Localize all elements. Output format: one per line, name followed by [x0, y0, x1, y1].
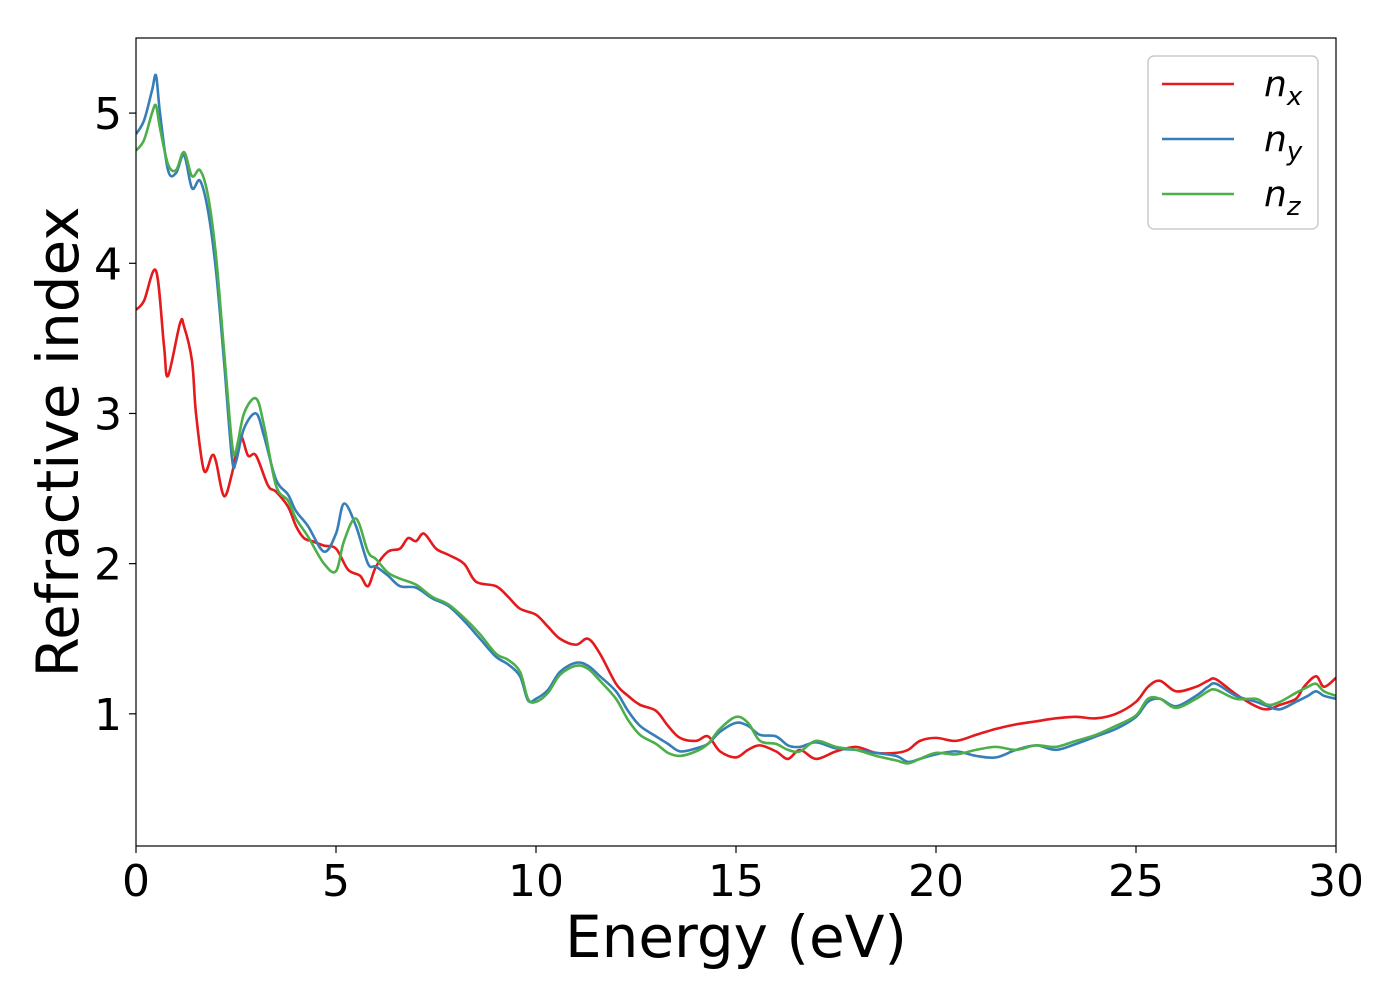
x-tick-label: 20	[908, 856, 964, 907]
x-tick-label: 0	[122, 856, 150, 907]
x-axis: 0 5 10 15 20 25 30	[122, 846, 1364, 907]
series-line-x	[136, 268, 1336, 761]
legend-box	[1147, 55, 1319, 230]
legend-label-y: ny	[1264, 119, 1303, 167]
series-layer	[136, 73, 1336, 765]
y-tick-label: 5	[94, 89, 122, 140]
y-tick-label: 4	[94, 239, 122, 290]
series-line-z	[136, 103, 1336, 765]
x-tick-label: 25	[1108, 856, 1164, 907]
legend: nx ny nz	[1147, 55, 1319, 230]
y-tick-label: 3	[94, 389, 122, 440]
x-tick-label: 10	[508, 856, 564, 907]
y-axis: 1 2 3 4 5	[94, 89, 136, 741]
x-axis-title: Energy (eV)	[565, 903, 907, 971]
x-tick-label: 30	[1308, 856, 1364, 907]
x-tick-label: 5	[322, 856, 350, 907]
y-tick-label: 1	[94, 690, 122, 741]
legend-label-z: nz	[1264, 174, 1302, 222]
legend-label-x: nx	[1264, 64, 1303, 112]
x-tick-label: 15	[708, 856, 764, 907]
y-axis-title: Refractive index	[24, 206, 92, 677]
y-tick-label: 2	[94, 540, 122, 591]
series-line-y	[136, 73, 1336, 764]
